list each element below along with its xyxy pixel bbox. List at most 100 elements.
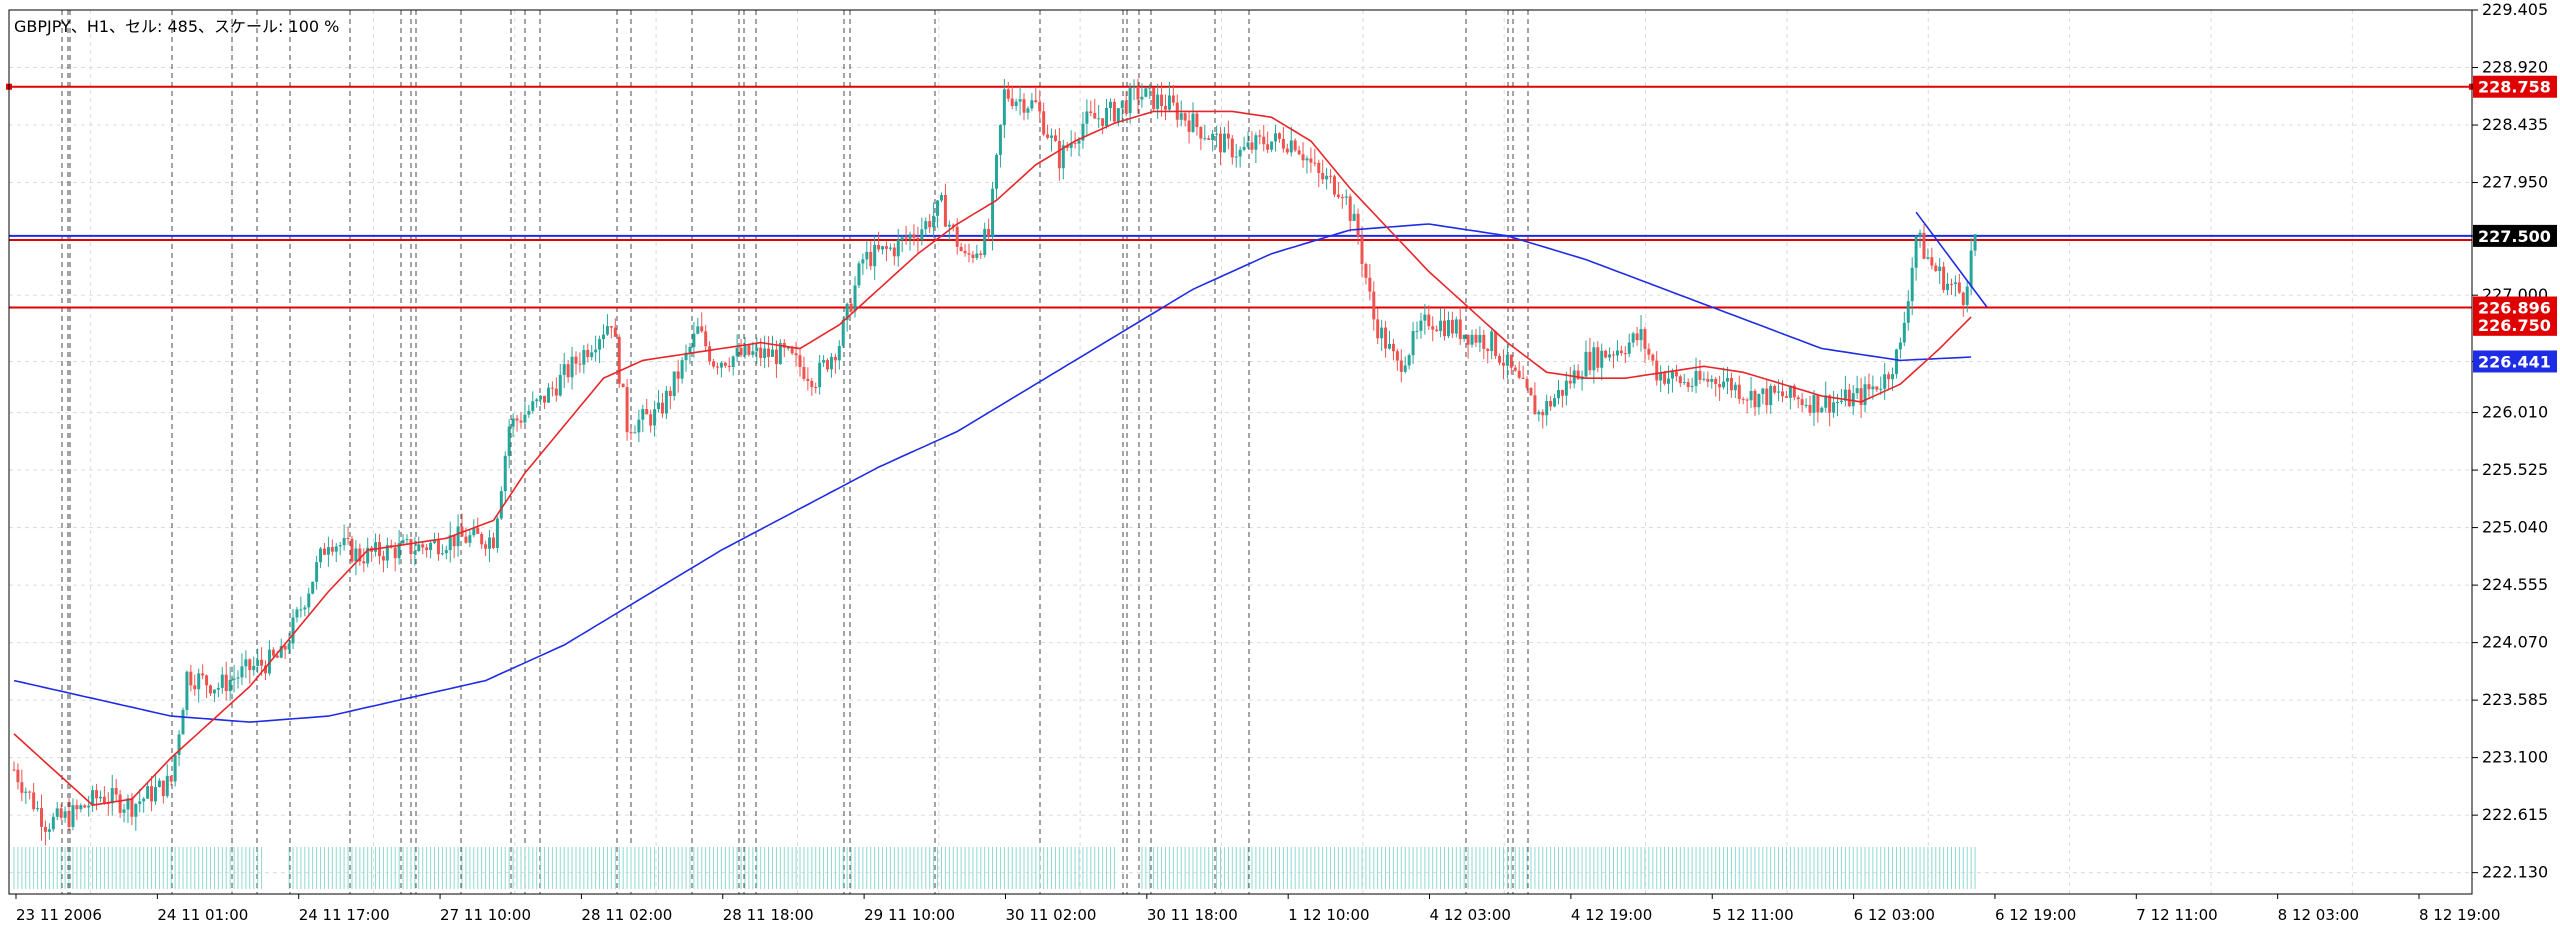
candle-up	[1407, 355, 1411, 366]
candle-up	[1537, 411, 1541, 415]
candle-up	[1553, 398, 1557, 407]
candle-down	[1348, 196, 1352, 221]
x-tick-label: 6 12 19:00	[1995, 906, 2076, 924]
y-tick-label: 223.585	[2482, 690, 2548, 709]
x-tick-label: 8 12 03:00	[2278, 906, 2359, 924]
x-tick-label: 1 12 10:00	[1288, 906, 1369, 924]
candle-up	[1946, 283, 1950, 291]
candle-down	[150, 786, 154, 802]
candle-down	[381, 556, 385, 561]
candle-up	[1274, 133, 1278, 142]
candle-up	[1832, 402, 1836, 413]
candle-down	[1486, 348, 1490, 352]
candle-down	[1517, 370, 1521, 378]
candle-up	[1592, 347, 1596, 371]
candle-down	[1498, 356, 1502, 363]
candle-down	[16, 769, 20, 783]
candle-down	[362, 561, 366, 564]
candle-down	[806, 378, 810, 381]
candle-down	[1796, 397, 1800, 400]
candle-down	[1277, 133, 1281, 139]
candle-down	[409, 539, 413, 554]
candle-down	[106, 803, 110, 805]
candle-up	[975, 253, 979, 258]
candle-down	[1560, 390, 1564, 396]
candle-up	[110, 788, 114, 804]
price-label: 227.500	[2478, 227, 2551, 246]
candle-down	[248, 659, 252, 671]
candle-down	[943, 194, 947, 227]
candle-up	[503, 455, 507, 492]
candle-down	[1647, 348, 1651, 355]
candle-down	[833, 356, 837, 361]
candle-down	[75, 805, 79, 810]
y-tick-label: 228.920	[2482, 58, 2548, 77]
candle-down	[32, 792, 36, 810]
candle-up	[562, 364, 566, 375]
candle-down	[425, 547, 429, 551]
candle-down	[1741, 399, 1745, 401]
candle-up	[1761, 388, 1765, 394]
candle-down	[377, 542, 381, 557]
candle-down	[1391, 343, 1395, 352]
candle-down	[1010, 98, 1014, 107]
candle-up	[1777, 391, 1781, 393]
candle-down	[1340, 197, 1344, 199]
candle-down	[1588, 351, 1592, 371]
x-tick-label: 28 11 18:00	[723, 906, 814, 924]
x-tick-label: 7 12 11:00	[2136, 906, 2217, 924]
candle-down	[1745, 399, 1749, 401]
candle-up	[1670, 371, 1674, 379]
candle-up	[1836, 402, 1840, 404]
candle-up	[126, 798, 130, 810]
candle-up	[197, 673, 201, 690]
candle-up	[983, 228, 987, 256]
candle-down	[1395, 351, 1399, 361]
candle-up	[91, 790, 95, 806]
candle-up	[448, 535, 452, 551]
candle-up	[146, 786, 150, 799]
candle-up	[1167, 95, 1171, 110]
candle-down	[102, 796, 106, 804]
candle-up	[303, 607, 307, 610]
trend-line[interactable]	[1915, 211, 1988, 308]
moving-average-slow[interactable]	[13, 223, 1972, 723]
y-tick-label: 229.405	[2482, 0, 2548, 19]
candle-down	[1360, 236, 1364, 264]
candle-up	[444, 550, 448, 554]
candle-up	[1026, 108, 1030, 113]
y-tick-label: 225.525	[2482, 460, 2548, 479]
candle-down	[1321, 173, 1325, 180]
candle-down	[452, 535, 456, 547]
candle-up	[735, 347, 739, 357]
candle-down	[1773, 385, 1777, 393]
candle-down	[1686, 382, 1690, 388]
candle-down	[1533, 395, 1537, 415]
candle-up	[385, 545, 389, 561]
candle-up	[1105, 107, 1109, 126]
candle-up	[1914, 236, 1918, 268]
candle-up	[413, 551, 417, 554]
candle-down	[1372, 291, 1376, 320]
candle-up	[998, 125, 1002, 155]
candle-down	[1073, 142, 1077, 144]
y-tick-label: 226.010	[2482, 403, 2548, 422]
candle-down	[1513, 367, 1517, 371]
candle-down	[1093, 113, 1097, 119]
candle-down	[1101, 118, 1105, 126]
moving-average-fast[interactable]	[13, 110, 1972, 806]
candle-down	[1800, 399, 1804, 405]
candle-down	[1427, 314, 1431, 327]
candle-up	[818, 362, 822, 388]
candle-up	[1490, 331, 1494, 352]
candle-down	[566, 364, 570, 378]
price-label: 228.758	[2478, 78, 2551, 97]
candle-down	[1781, 391, 1784, 397]
candle-up	[1839, 400, 1843, 403]
candle-up	[1061, 145, 1065, 169]
candle-up	[1156, 94, 1160, 109]
candle-down	[700, 326, 704, 332]
candle-up	[1722, 381, 1726, 388]
